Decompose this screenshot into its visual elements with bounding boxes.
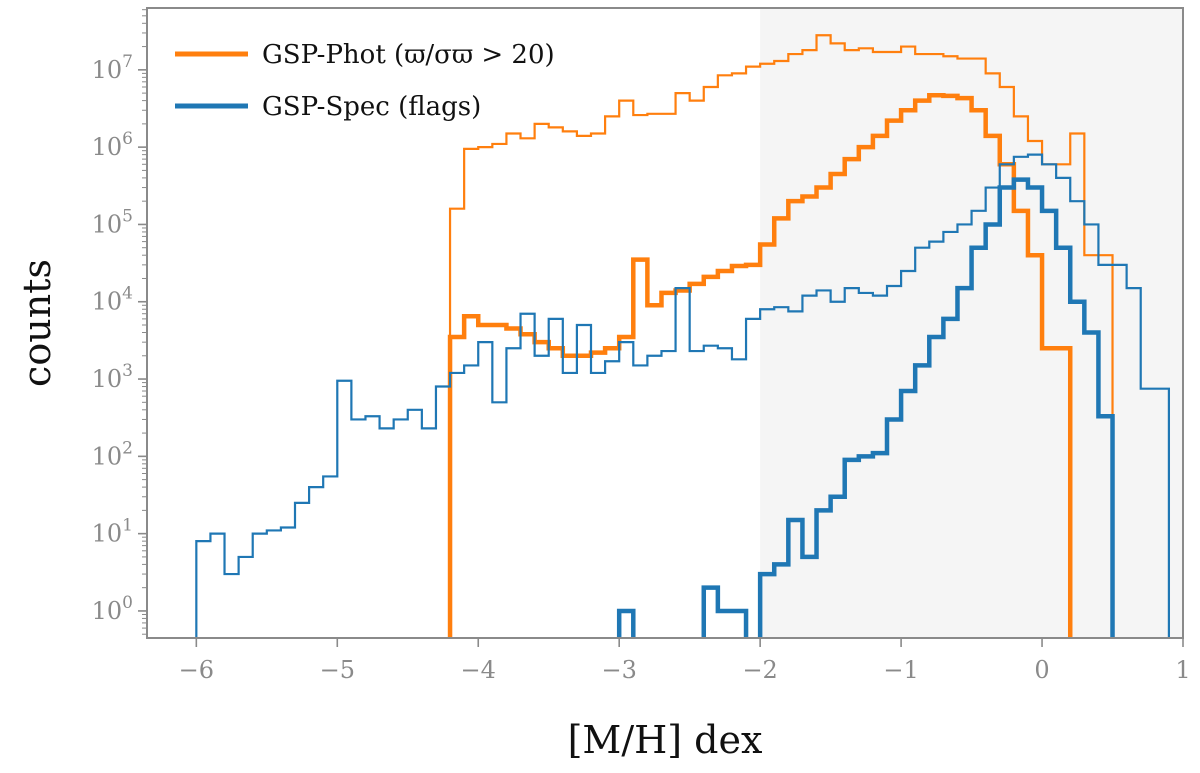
series-gsp-phot-all-line bbox=[448, 34, 1114, 638]
legend: GSP-Phot (ϖ/σϖ > 20) GSP-Spec (flags) bbox=[175, 40, 555, 122]
y-axis-title: counts bbox=[15, 259, 59, 387]
x-axis: −6 −5 −4 −3 −2 −1 0 1 bbox=[179, 638, 1191, 684]
series-gsp-spec-line-seg0 bbox=[616, 608, 636, 638]
x-tick-label: −5 bbox=[320, 656, 355, 684]
plot-frame bbox=[146, 7, 1184, 639]
series-gsp-phot-line bbox=[447, 92, 1073, 638]
series-gsp-spec-all-line bbox=[195, 153, 1170, 638]
x-tick-label: −6 bbox=[179, 656, 214, 684]
y-tick-label: 104 bbox=[92, 284, 133, 316]
x-tick-label: −2 bbox=[742, 656, 777, 684]
legend-label-gsp-spec: GSP-Spec (flags) bbox=[262, 92, 481, 122]
x-axis-title: [M/H] dex bbox=[568, 718, 763, 762]
y-tick-label: 102 bbox=[92, 438, 133, 470]
y-tick-label: 107 bbox=[92, 52, 133, 84]
x-tick-label: −1 bbox=[883, 656, 918, 684]
x-tick-label: −3 bbox=[601, 656, 636, 684]
legend-label-gsp-phot: GSP-Phot (ϖ/σϖ > 20) bbox=[262, 40, 555, 70]
y-tick-label: 106 bbox=[92, 129, 133, 161]
y-tick-label: 101 bbox=[92, 516, 133, 548]
y-tick-label: 103 bbox=[92, 361, 133, 393]
y-axis: 100 101 102 103 104 105 106 107 bbox=[92, 9, 147, 635]
y-tick-label: 100 bbox=[92, 593, 133, 625]
y-tick-label: 105 bbox=[92, 206, 133, 238]
x-tick-label: 1 bbox=[1175, 656, 1190, 684]
series-gsp-spec-line-seg2 bbox=[757, 177, 1115, 638]
series-layer bbox=[195, 34, 1170, 638]
x-tick-label: −4 bbox=[461, 656, 496, 684]
series-gsp-spec-line-seg1 bbox=[701, 585, 749, 638]
x-tick-label: 0 bbox=[1034, 656, 1049, 684]
